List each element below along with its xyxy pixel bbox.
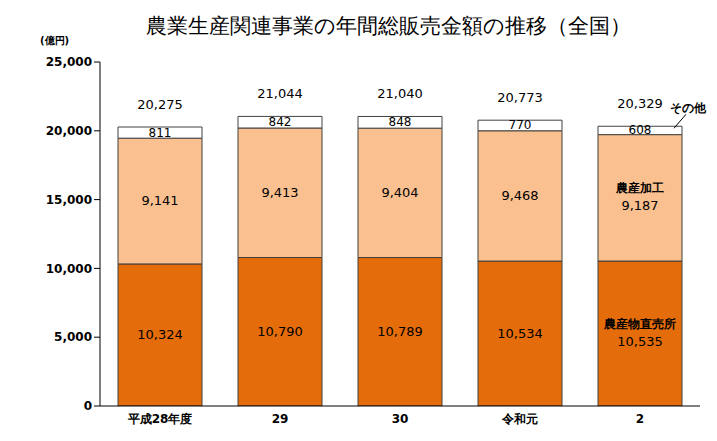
svg-text:10,789: 10,789 — [377, 324, 423, 339]
svg-text:848: 848 — [389, 115, 412, 129]
svg-text:9,141: 9,141 — [141, 193, 178, 208]
svg-text:9,404: 9,404 — [381, 185, 418, 200]
svg-text:5,000: 5,000 — [54, 330, 92, 344]
svg-text:770: 770 — [509, 118, 532, 132]
svg-text:0: 0 — [84, 399, 92, 413]
svg-text:25,000: 25,000 — [46, 55, 92, 69]
svg-text:30: 30 — [392, 412, 409, 426]
html-text:農業生産関連事業の年間総販売金額の推移（全国）: 農業生産関連事業の年間総販売金額の推移（全国） — [146, 14, 631, 38]
svg-text:農産物直売所: 農産物直売所 — [603, 317, 676, 331]
svg-text:842: 842 — [269, 115, 292, 129]
svg-text:10,534: 10,534 — [497, 326, 543, 341]
svg-text:29: 29 — [272, 412, 289, 426]
svg-text:21,040: 21,040 — [377, 86, 423, 101]
svg-text:2: 2 — [636, 412, 644, 426]
svg-text:その他: その他 — [670, 101, 707, 115]
svg-text:農産加工: 農産加工 — [615, 181, 664, 195]
svg-text:21,044: 21,044 — [257, 86, 303, 101]
html-text:(億円): (億円) — [40, 35, 70, 46]
svg-text:9,413: 9,413 — [261, 185, 298, 200]
svg-text:令和元: 令和元 — [501, 412, 538, 426]
svg-text:10,000: 10,000 — [46, 262, 92, 276]
svg-text:811: 811 — [149, 126, 172, 140]
svg-text:15,000: 15,000 — [46, 193, 92, 207]
svg-text:平成28年度: 平成28年度 — [127, 412, 193, 426]
svg-text:10,324: 10,324 — [137, 327, 183, 342]
svg-text:20,275: 20,275 — [137, 97, 183, 112]
svg-text:20,329: 20,329 — [617, 96, 663, 111]
svg-text:9,468: 9,468 — [501, 188, 538, 203]
svg-text:9,187: 9,187 — [621, 198, 658, 213]
svg-text:608: 608 — [629, 123, 652, 137]
svg-text:10,535: 10,535 — [617, 334, 663, 349]
svg-text:10,790: 10,790 — [257, 324, 303, 339]
svg-text:20,000: 20,000 — [46, 124, 92, 138]
svg-text:20,773: 20,773 — [497, 90, 543, 105]
